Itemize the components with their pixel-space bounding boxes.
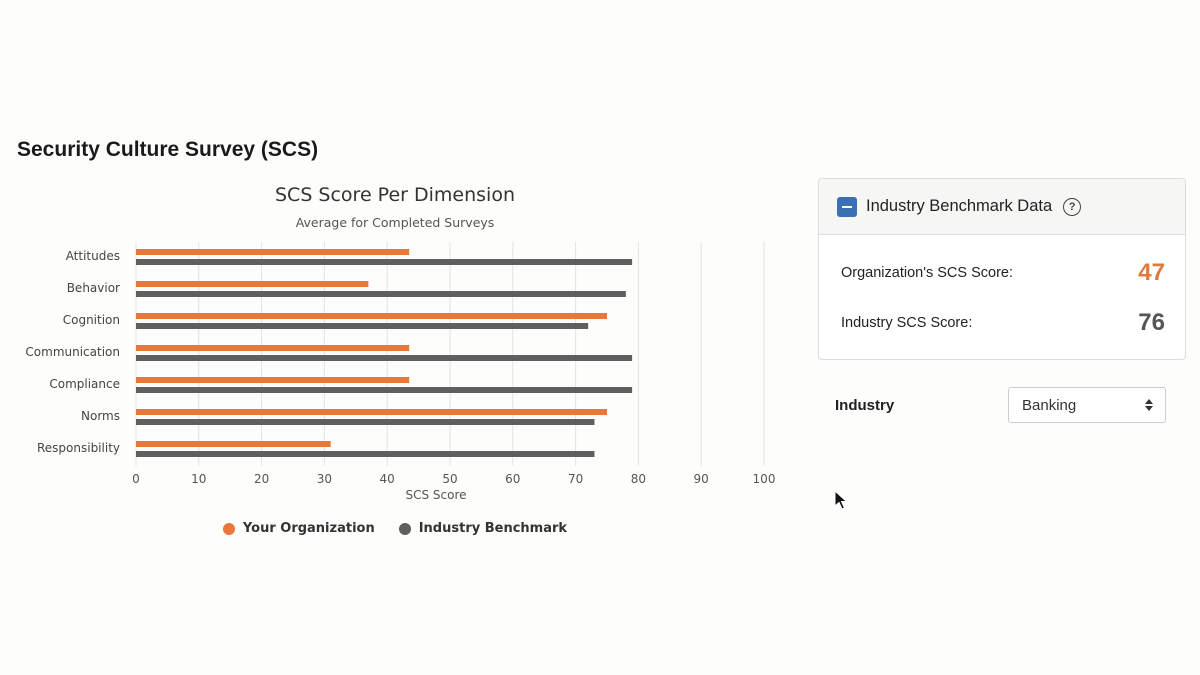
industry-select-value: Banking — [1022, 396, 1077, 414]
y-category-label: Norms — [81, 409, 120, 423]
industry-score-row: Industry SCS Score: 76 — [841, 309, 1165, 337]
bar-your-organization[interactable] — [136, 409, 607, 415]
bar-your-organization[interactable] — [136, 377, 410, 383]
bar-industry-benchmark[interactable] — [136, 451, 595, 457]
bar-industry-benchmark[interactable] — [136, 355, 633, 361]
x-tick-label: 20 — [254, 472, 269, 486]
collapse-button[interactable] — [837, 196, 857, 217]
bar-your-organization[interactable] — [136, 345, 410, 351]
legend-item-industry-benchmark[interactable]: Industry Benchmark — [398, 521, 568, 536]
chart-subtitle: Average for Completed Surveys — [295, 215, 495, 230]
x-tick-label: 100 — [753, 472, 776, 486]
x-tick-label: 50 — [442, 472, 457, 486]
chart-title: SCS Score Per Dimension — [275, 184, 515, 206]
bar-industry-benchmark[interactable] — [136, 419, 595, 425]
x-tick-label: 40 — [380, 472, 395, 486]
chart-legend: Your Organization Industry Benchmark — [0, 521, 790, 536]
legend-item-your-organization[interactable]: Your Organization — [222, 521, 375, 536]
minus-icon — [842, 205, 852, 208]
industry-score-value: 76 — [1138, 309, 1165, 336]
x-tick-label: 80 — [631, 472, 646, 486]
help-icon[interactable]: ? — [1063, 197, 1082, 216]
y-category-label: Compliance — [49, 377, 120, 391]
industry-benchmark-panel: Industry Benchmark Data ? Organization's… — [818, 178, 1186, 360]
y-category-label: Communication — [25, 345, 120, 359]
y-category-label: Responsibility — [37, 441, 120, 455]
x-axis-title: SCS Score — [405, 488, 466, 502]
x-tick-label: 30 — [317, 472, 332, 486]
industry-select[interactable]: Banking — [1008, 387, 1166, 423]
legend-label: Your Organization — [242, 521, 375, 536]
panel-heading: Industry Benchmark Data — [866, 197, 1053, 215]
legend-dot-icon — [222, 522, 235, 535]
x-tick-label: 60 — [505, 472, 520, 486]
x-tick-label: 10 — [191, 472, 206, 486]
legend-dot-icon — [398, 522, 411, 535]
industry-score-label: Industry SCS Score: — [841, 315, 973, 331]
bar-your-organization[interactable] — [136, 441, 331, 447]
bar-industry-benchmark[interactable] — [136, 387, 633, 393]
bar-your-organization[interactable] — [136, 249, 410, 255]
bar-your-organization[interactable] — [136, 313, 607, 319]
legend-label: Industry Benchmark — [418, 521, 568, 536]
industry-label: Industry — [835, 397, 895, 414]
x-tick-label: 90 — [694, 472, 709, 486]
y-category-label: Cognition — [63, 313, 120, 327]
bar-industry-benchmark[interactable] — [136, 259, 633, 265]
y-category-label: Behavior — [67, 281, 120, 295]
mouse-cursor-icon — [834, 490, 848, 510]
bar-your-organization[interactable] — [136, 281, 369, 287]
x-tick-label: 0 — [132, 472, 140, 486]
org-score-value: 47 — [1138, 259, 1165, 286]
panel-header: Industry Benchmark Data ? — [819, 179, 1185, 235]
bar-industry-benchmark[interactable] — [136, 323, 589, 329]
page-title: Security Culture Survey (SCS) — [17, 138, 319, 161]
select-arrows-icon — [1145, 399, 1153, 411]
chart-plot: 0 10 20 30 40 50 60 70 80 90 100 SCS Score Attitudes… — [25, 242, 776, 502]
chart: SCS Score Per Dimension Average for Comp… — [0, 178, 790, 558]
y-category-label: Attitudes — [66, 249, 120, 263]
org-score-row: Organization's SCS Score: 47 — [841, 259, 1165, 287]
org-score-label: Organization's SCS Score: — [841, 265, 1014, 281]
bar-industry-benchmark[interactable] — [136, 291, 626, 297]
x-tick-label: 70 — [568, 472, 583, 486]
